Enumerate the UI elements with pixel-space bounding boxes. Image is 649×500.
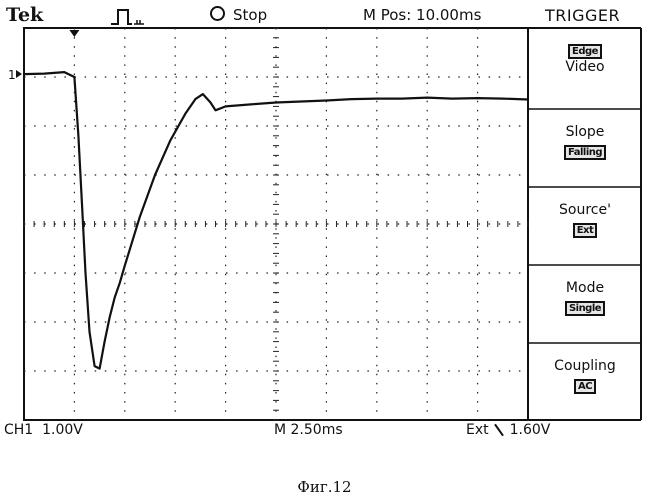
trigger-position-marker	[69, 30, 79, 37]
trigger-type-value: Edge	[568, 44, 602, 59]
slope-value: Falling	[564, 145, 606, 160]
ground-marker-arrow	[16, 70, 22, 78]
mode-value: Single	[565, 301, 605, 316]
trigger-level: 1.60V	[510, 422, 551, 438]
trigger-source-label: Ext	[466, 422, 489, 438]
coupling-value: AC	[574, 379, 596, 394]
mode-label: Mode	[529, 280, 641, 296]
falling-slope-icon	[493, 424, 506, 436]
trigger-menu: Edge Video Slope Falling Source' Ext Mod…	[529, 32, 641, 419]
ground-marker-label: 1	[8, 68, 16, 82]
menu-item-type[interactable]: Edge Video	[529, 32, 641, 109]
menu-item-source[interactable]: Source' Ext	[529, 188, 641, 265]
channel-label: CH1	[4, 422, 33, 438]
trigger-type-label: Video	[529, 59, 641, 75]
coupling-label: Coupling	[529, 358, 641, 374]
volts-per-div: 1.00V	[42, 422, 83, 438]
status-bar: CH1 1.00V M 2.50ms Ext 1.60V	[0, 420, 649, 444]
menu-item-slope[interactable]: Slope Falling	[529, 110, 641, 187]
source-label: Source'	[529, 202, 641, 218]
source-value: Ext	[573, 223, 598, 238]
timebase-readout: M 2.50ms	[274, 422, 343, 438]
slope-label: Slope	[529, 124, 641, 140]
figure-caption: Фиг.12	[0, 478, 649, 496]
graticule	[24, 28, 528, 420]
trigger-readout: Ext 1.60V	[466, 422, 550, 438]
channel-readout: CH1 1.00V	[4, 422, 83, 438]
menu-item-mode[interactable]: Mode Single	[529, 266, 641, 343]
menu-item-coupling[interactable]: Coupling AC	[529, 344, 641, 421]
